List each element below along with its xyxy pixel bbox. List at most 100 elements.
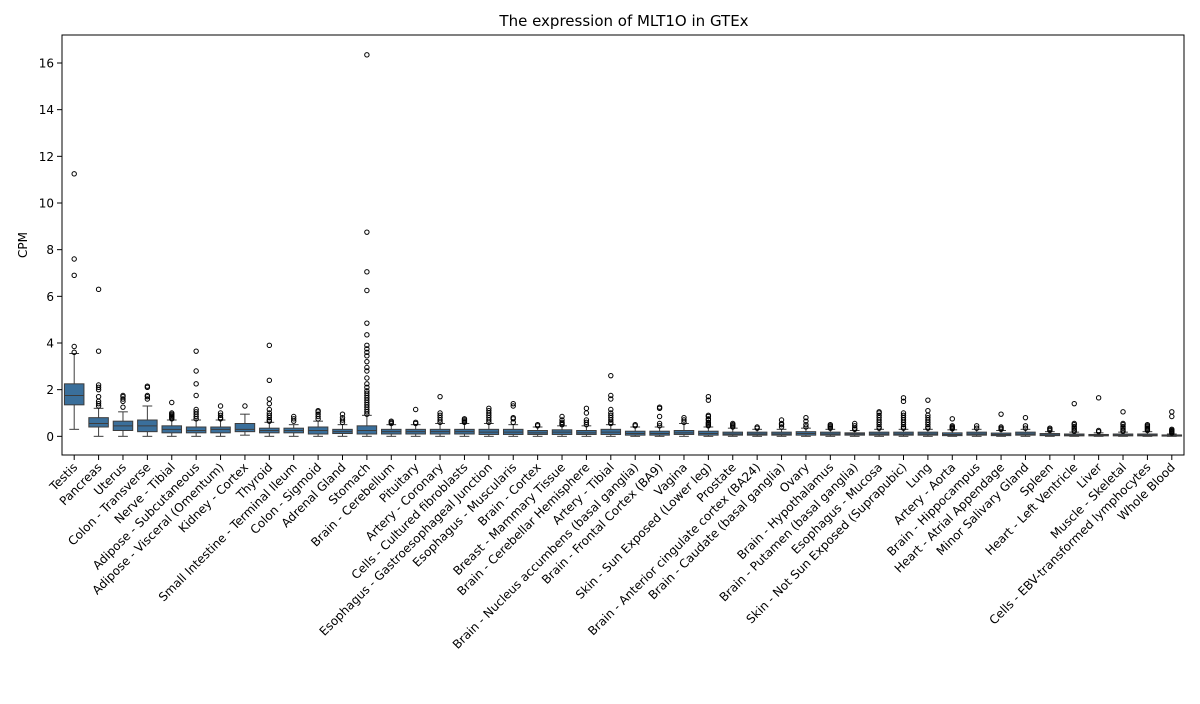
outlier-point (95, 286, 102, 293)
outlier-point (1169, 409, 1175, 415)
outlier-point (900, 395, 907, 401)
outlier-point (1095, 427, 1102, 434)
y-tick-label: 6 (46, 290, 54, 304)
box-iqr (234, 423, 256, 433)
box-iqr (210, 426, 231, 434)
outlier-point (803, 424, 809, 430)
outlier-point (876, 412, 882, 419)
outlier-point (169, 410, 175, 416)
outlier-point (608, 410, 614, 416)
outlier-point (1071, 420, 1077, 427)
outlier-point (193, 368, 199, 374)
outlier-point (364, 375, 370, 381)
outlier-point (852, 420, 858, 427)
outlier-point (486, 407, 492, 414)
outlier-point (656, 423, 663, 429)
y-tick-label: 2 (46, 383, 54, 397)
outlier-point (900, 412, 907, 419)
outlier-point (120, 392, 126, 399)
outlier-point (364, 358, 370, 365)
outlier-point (656, 420, 663, 427)
outlier-point (412, 419, 419, 426)
outlier-point (266, 410, 273, 416)
outlier-point (1071, 423, 1077, 430)
outlier-point (217, 403, 224, 409)
outlier-point (437, 393, 443, 400)
outlier-point (1120, 409, 1126, 415)
outlier-point (242, 403, 248, 409)
outlier-point (778, 420, 785, 427)
outlier-point (193, 409, 199, 415)
outlier-point (193, 381, 199, 387)
outlier-point (364, 229, 370, 235)
outlier-point (71, 171, 77, 177)
outlier-point (705, 393, 712, 400)
outlier-point (608, 392, 614, 399)
y-tick-label: 12 (39, 150, 54, 164)
outlier-point (949, 423, 955, 429)
outlier-point (925, 414, 931, 421)
outlier-point (144, 392, 151, 399)
outlier-point (144, 396, 151, 402)
outlier-point (900, 398, 907, 405)
outlier-point (364, 342, 370, 349)
chart-title: The expression of MLT1O in GTEx (498, 12, 748, 30)
outlier-point (169, 399, 175, 406)
outlier-point (388, 418, 394, 424)
outlier-point (1120, 427, 1126, 433)
outlier-point (656, 404, 663, 410)
outlier-point (1022, 414, 1029, 421)
outlier-point (1120, 423, 1126, 430)
outlier-point (949, 416, 955, 422)
outlier-point (583, 410, 590, 416)
outlier-point (364, 320, 370, 326)
outlier-point (364, 384, 370, 391)
outlier-point (339, 414, 346, 421)
outlier-point (364, 269, 370, 275)
outlier-point (778, 417, 785, 423)
y-tick-label: 16 (39, 57, 54, 71)
outlier-point (1169, 413, 1175, 420)
outlier-point (510, 414, 516, 421)
outlier-point (71, 349, 77, 356)
outlier-point (925, 397, 931, 403)
outlier-point (144, 383, 151, 389)
outlier-point (193, 348, 199, 354)
outlier-point (1169, 426, 1175, 433)
outlier-point (510, 403, 516, 409)
outlier-point (266, 406, 273, 413)
outlier-point (656, 413, 663, 420)
outlier-point (608, 406, 614, 413)
outlier-point (364, 388, 370, 394)
outlier-point (364, 332, 370, 338)
box-iqr (185, 426, 207, 434)
outlier-point (1071, 427, 1077, 433)
outlier-point (266, 412, 273, 419)
outlier-point (705, 419, 712, 426)
outlier-point (1047, 425, 1053, 431)
outlier-point (973, 425, 980, 431)
outlier-point (217, 412, 224, 419)
outlier-point (754, 424, 760, 430)
outlier-point (315, 407, 321, 414)
outlier-point (437, 410, 443, 416)
outlier-point (900, 410, 907, 416)
outlier-point (534, 421, 541, 428)
outlier-point (803, 421, 809, 428)
outlier-point (193, 392, 199, 399)
outlier-point (339, 411, 346, 417)
box-iqr (88, 417, 109, 428)
outlier-point (364, 381, 370, 387)
outlier-point (608, 372, 614, 379)
outlier-point (364, 364, 370, 371)
outlier-point (681, 414, 687, 421)
outlier-point (1144, 421, 1151, 428)
outlier-point (437, 412, 443, 419)
outlier-point (364, 353, 370, 359)
outlier-point (608, 396, 614, 402)
y-tick-label: 0 (46, 430, 54, 444)
outlier-point (364, 287, 370, 294)
